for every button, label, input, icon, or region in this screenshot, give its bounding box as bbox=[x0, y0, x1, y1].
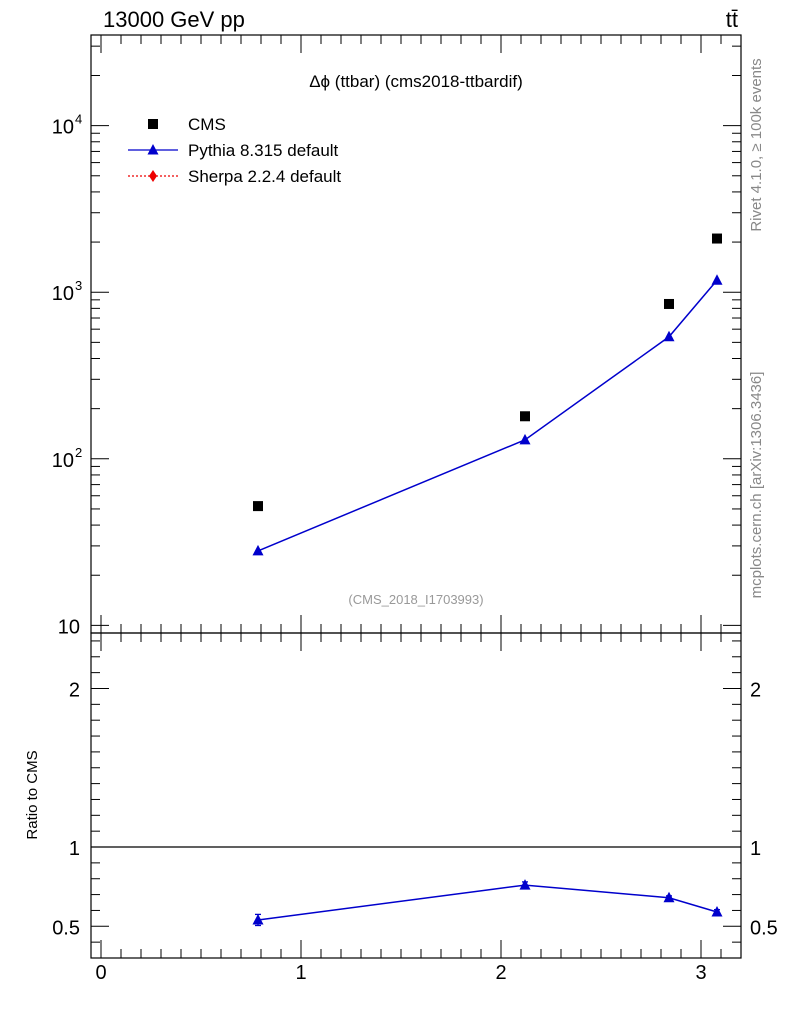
ratio-series-line bbox=[257, 884, 718, 921]
data-point bbox=[520, 411, 530, 422]
energy-label: 13000 GeV pp bbox=[103, 7, 245, 32]
legend-label: CMS bbox=[188, 115, 226, 134]
ratio-data-point bbox=[252, 913, 264, 925]
x-ticks bbox=[100, 35, 742, 958]
data-point bbox=[664, 298, 674, 309]
plot-title: Δϕ (ttbar) (cms2018-ttbardif) bbox=[309, 72, 523, 91]
ratio-y-tick-label-left: 2 bbox=[69, 679, 80, 701]
ratio-plot-frame bbox=[90, 632, 742, 959]
ratio-y-tick-label-left: 0.5 bbox=[52, 917, 80, 939]
ratio-y-tick-label-right: 2 bbox=[750, 679, 761, 701]
legend-label: Pythia 8.315 default bbox=[188, 141, 339, 160]
x-tick-label: 2 bbox=[495, 962, 506, 984]
main-y-ticks bbox=[91, 45, 741, 634]
ratio-series bbox=[252, 879, 723, 927]
legend-label: Sherpa 2.2.4 default bbox=[188, 167, 341, 186]
legend-marker bbox=[147, 144, 159, 155]
ratio-axis-label: Ratio to CMS bbox=[24, 750, 41, 839]
y-tick-label: 10 bbox=[52, 450, 74, 472]
ratio-y-tick-labels: 0.5 0.5 1 1 2 2 bbox=[52, 679, 778, 939]
x-tick-label: 0 bbox=[95, 962, 106, 984]
main-series bbox=[252, 233, 723, 556]
ratio-y-ticks bbox=[91, 640, 741, 959]
data-point bbox=[663, 330, 675, 342]
y-tick-label: 10 bbox=[52, 117, 74, 139]
y-tick-exponent: 2 bbox=[75, 445, 82, 460]
ratio-y-tick-label-left: 1 bbox=[69, 838, 80, 860]
rivet-version-label: Rivet 4.1.0, ≥ 100k events bbox=[748, 58, 765, 231]
data-point bbox=[253, 501, 263, 512]
y-tick-exponent: 4 bbox=[75, 112, 82, 127]
y-tick-label: 10 bbox=[52, 283, 74, 305]
mcplots-label: mcplots.cern.ch [arXiv:1306.3436] bbox=[748, 372, 765, 599]
ratio-data-point bbox=[711, 906, 723, 917]
analysis-watermark: (CMS_2018_I1703993) bbox=[348, 592, 483, 607]
data-point bbox=[252, 544, 264, 556]
process-label: tt̄ bbox=[726, 7, 738, 32]
ratio-plot-panel: 0.5 0.5 1 1 2 2 0 1 2 3 Ratio to CMS bbox=[24, 35, 778, 984]
ratio-data-point bbox=[519, 879, 531, 890]
data-point bbox=[712, 233, 722, 244]
legend: CMS Pythia 8.315 default Sherpa 2.2.4 defa… bbox=[128, 115, 341, 186]
y-tick-exponent: 3 bbox=[75, 278, 82, 293]
x-tick-label: 1 bbox=[295, 962, 306, 984]
legend-marker bbox=[148, 119, 158, 129]
ratio-y-tick-label-right: 0.5 bbox=[750, 917, 778, 939]
y-tick-label: 10 bbox=[58, 616, 80, 638]
ratio-y-tick-label-right: 1 bbox=[750, 838, 761, 860]
x-tick-label: 3 bbox=[695, 962, 706, 984]
data-point bbox=[519, 433, 531, 445]
legend-marker bbox=[149, 170, 157, 182]
series-line bbox=[257, 279, 718, 552]
ratio-data-point bbox=[663, 891, 675, 903]
x-tick-labels: 0 1 2 3 bbox=[95, 962, 706, 984]
data-point bbox=[711, 274, 723, 285]
